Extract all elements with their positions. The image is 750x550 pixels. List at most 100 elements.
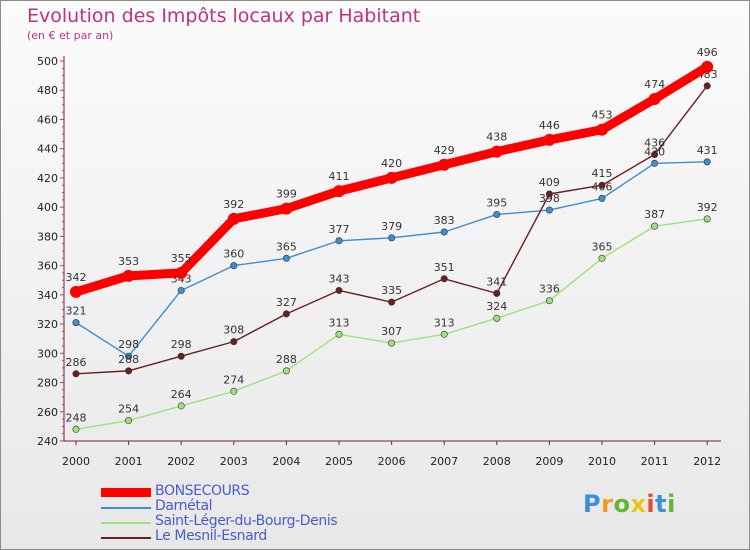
data-point [703, 158, 711, 166]
x-tick-label: 2002 [167, 455, 195, 468]
y-tick-label: 260 [37, 406, 58, 419]
data-label: 377 [329, 223, 350, 236]
data-label: 313 [434, 316, 455, 329]
data-label: 398 [539, 192, 560, 205]
data-label: 409 [539, 176, 560, 189]
data-point [440, 275, 448, 283]
data-label: 436 [644, 137, 665, 150]
logo-letter: r [601, 490, 614, 518]
data-point [651, 159, 659, 167]
data-point [703, 215, 711, 223]
data-label: 264 [171, 388, 192, 401]
data-point [493, 314, 501, 322]
data-point [230, 338, 238, 346]
y-tick-label: 420 [37, 172, 58, 185]
y-tick-label: 240 [37, 435, 58, 448]
data-label: 438 [486, 131, 507, 144]
y-tick-label: 400 [37, 201, 58, 214]
legend-swatch [101, 521, 151, 524]
data-label: 341 [486, 275, 507, 288]
data-point [177, 352, 185, 360]
data-label: 365 [592, 240, 613, 253]
x-tick-label: 2009 [535, 455, 563, 468]
logo-letter: x [630, 490, 647, 518]
data-point [598, 194, 606, 202]
data-point [493, 210, 501, 218]
data-label: 343 [329, 272, 350, 285]
data-point [175, 266, 188, 279]
data-point [493, 289, 501, 297]
data-point [335, 237, 343, 245]
data-label: 429 [434, 144, 455, 157]
x-tick-label: 2012 [693, 455, 721, 468]
y-tick-label: 460 [37, 113, 58, 126]
data-label: 420 [381, 157, 402, 170]
data-label: 321 [66, 305, 87, 318]
data-label: 431 [697, 144, 718, 157]
data-label: 313 [329, 316, 350, 329]
data-point [388, 339, 396, 347]
data-label: 392 [223, 198, 244, 211]
data-point [651, 151, 659, 159]
y-tick-label: 360 [37, 260, 58, 273]
data-point [545, 190, 553, 198]
data-label: 365 [276, 240, 297, 253]
y-tick-label: 500 [37, 55, 58, 68]
data-point [335, 330, 343, 338]
data-label: 453 [592, 109, 613, 122]
data-label: 387 [644, 208, 665, 221]
legend-label: Le Mesnil-Esnard [155, 528, 267, 544]
data-point [388, 298, 396, 306]
data-point [333, 185, 345, 198]
data-label: 324 [486, 300, 507, 313]
data-label: 353 [118, 255, 139, 268]
y-tick-label: 280 [37, 377, 58, 390]
x-tick-label: 2001 [115, 455, 143, 468]
data-label: 327 [276, 296, 297, 309]
data-point [388, 234, 396, 242]
logo-letter: t [655, 490, 668, 518]
data-point [385, 171, 398, 184]
data-point [701, 60, 714, 73]
y-tick-label: 480 [37, 84, 58, 97]
data-label: 286 [66, 356, 87, 369]
data-label: 307 [381, 325, 402, 338]
logo-letter: P [583, 490, 602, 518]
data-point [282, 367, 290, 375]
data-point [648, 93, 661, 105]
y-tick-label: 380 [37, 230, 58, 243]
data-label: 383 [434, 214, 455, 227]
legend-label: BONSECOURS [155, 483, 250, 499]
x-tick-label: 2011 [641, 455, 669, 468]
data-label: 474 [644, 78, 665, 91]
data-label: 308 [223, 324, 244, 337]
data-point [490, 145, 503, 158]
x-tick-label: 2003 [220, 455, 248, 468]
data-point [596, 123, 608, 136]
data-point [440, 228, 448, 236]
data-label: 288 [118, 353, 139, 366]
data-label: 395 [486, 196, 507, 209]
legend-swatch [101, 506, 151, 509]
legend-label: Saint-Léger-du-Bourg-Denis [155, 513, 338, 529]
data-label: 446 [539, 119, 560, 132]
chart-title: Evolution des Impôts locaux par Habitant [27, 5, 421, 27]
data-label: 298 [118, 338, 139, 351]
data-point [227, 212, 240, 225]
data-point [230, 387, 238, 395]
x-tick-label: 2000 [62, 455, 90, 468]
data-point [335, 286, 343, 294]
data-point [125, 367, 133, 375]
data-point [280, 202, 293, 215]
data-point [282, 310, 290, 318]
data-point [72, 425, 80, 433]
logo-letter: i [667, 490, 676, 518]
legend-swatch [101, 488, 151, 497]
x-tick-label: 2005 [325, 455, 353, 468]
data-point [703, 82, 711, 90]
data-label: 355 [171, 252, 192, 265]
y-tick-label: 300 [37, 347, 58, 360]
data-point [72, 370, 80, 378]
data-point [545, 297, 553, 305]
